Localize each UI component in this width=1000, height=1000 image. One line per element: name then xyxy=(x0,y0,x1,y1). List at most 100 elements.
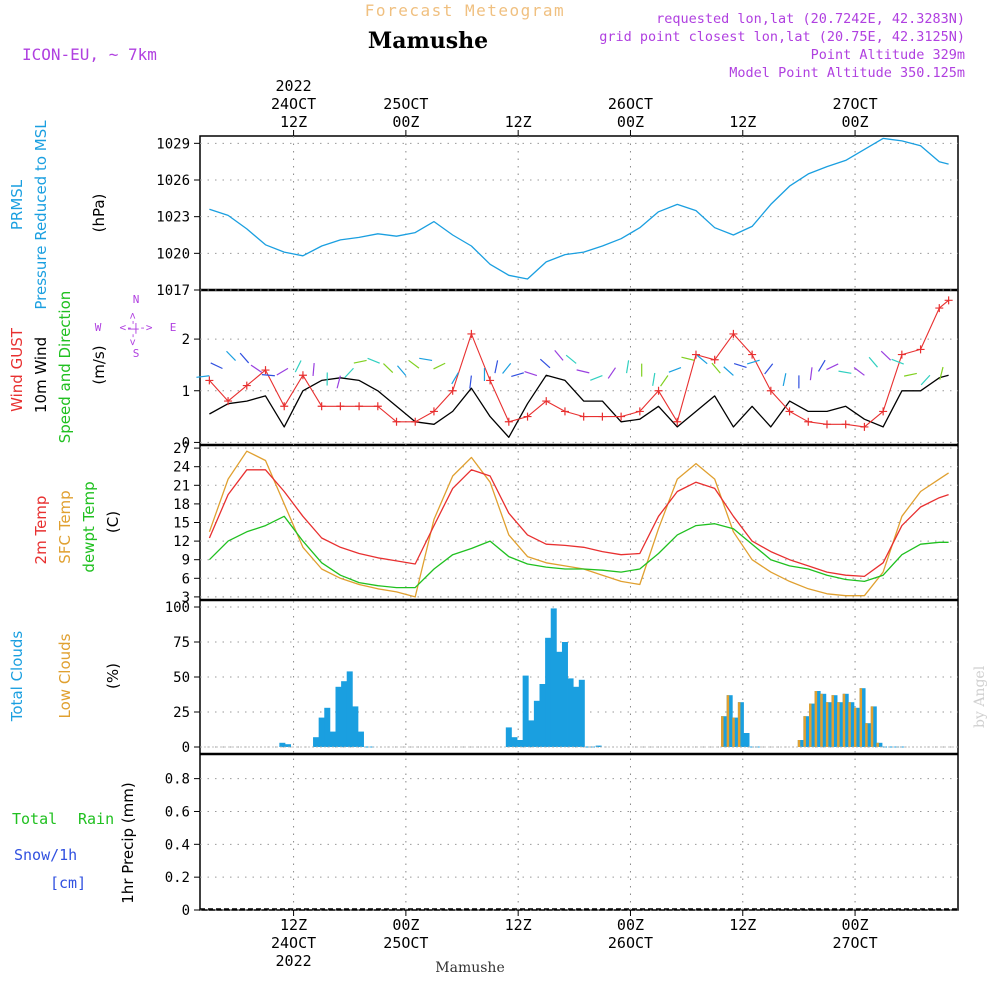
wind-direction-arrow xyxy=(809,367,813,381)
wind-direction-arrow xyxy=(312,362,315,377)
total-cloud-bar xyxy=(876,742,883,747)
total-cloud-bar xyxy=(859,688,866,747)
wind-direction-arrow xyxy=(681,356,695,361)
compass-h: <-|-> xyxy=(119,321,152,334)
info-line: requested lon,lat (20.7242E, 42.3283N) xyxy=(656,11,965,27)
compass-n: N xyxy=(133,293,140,306)
precip-tick-label: 0.8 xyxy=(165,772,190,788)
wind-direction-arrow xyxy=(511,372,524,377)
precip-label-rain: Rain xyxy=(78,810,114,828)
gust-marker xyxy=(860,422,869,431)
total-cloud-bar xyxy=(335,686,342,747)
time-label-top: 00Z xyxy=(392,113,419,131)
temp-dewpt-line xyxy=(208,515,949,589)
gust-marker xyxy=(879,407,888,416)
total-cloud-bar xyxy=(357,731,364,747)
wind-direction-arrow xyxy=(853,366,865,376)
gust-marker xyxy=(317,402,326,411)
temperature-tick-label: 6 xyxy=(182,571,190,587)
total-cloud-bar xyxy=(809,703,816,747)
total-cloud-bar xyxy=(595,745,602,747)
total-cloud-bar xyxy=(318,717,325,747)
gust-marker xyxy=(748,350,757,359)
temperature-tick-label: 18 xyxy=(173,497,190,513)
total-cloud-bar xyxy=(573,686,580,747)
total-cloud-bar xyxy=(511,737,518,747)
time-label-bottom: 00Z xyxy=(392,916,419,934)
wind-direction-arrow xyxy=(826,363,839,371)
time-label-top: 27OCT xyxy=(832,95,877,113)
gust-marker xyxy=(298,371,307,380)
total-cloud-bar xyxy=(803,716,810,747)
gust-marker xyxy=(935,304,944,313)
wind-direction-arrow xyxy=(920,374,931,386)
wind-label-gust: Wind GUST xyxy=(8,327,26,412)
pressure-tick-label: 1020 xyxy=(156,246,190,262)
wind-direction-arrow xyxy=(880,350,892,361)
temp-label-dewpt: dewpt Temp xyxy=(80,481,98,572)
gust-marker xyxy=(355,402,364,411)
time-label-top: 25OCT xyxy=(383,95,428,113)
pressure-tick-label: 1026 xyxy=(156,173,190,189)
gust-marker xyxy=(710,355,719,364)
time-label-bottom: 00Z xyxy=(842,916,869,934)
gust-marker xyxy=(467,329,476,338)
wind-direction-arrow xyxy=(226,350,236,361)
total-cloud-bar xyxy=(279,742,286,747)
low-cloud-bar xyxy=(809,703,812,747)
gust-marker xyxy=(542,397,551,406)
precip-tick-label: 0.4 xyxy=(165,837,190,853)
total-cloud-bar xyxy=(341,681,348,747)
low-cloud-bar xyxy=(848,702,851,747)
total-cloud-bar xyxy=(539,684,546,747)
time-label-bottom: 12Z xyxy=(729,916,756,934)
precip-label-unit: 1hr Precip (mm) xyxy=(119,782,137,903)
wind-direction-arrow xyxy=(261,374,275,377)
gust-marker xyxy=(804,417,813,426)
gust-marker xyxy=(766,386,775,395)
title-top: Forecast Meteogram xyxy=(365,1,565,20)
gust-marker xyxy=(916,345,925,354)
temperature-tick-label: 15 xyxy=(173,516,190,532)
clouds-label-unit: (%) xyxy=(104,663,122,689)
total-cloud-bar xyxy=(842,693,849,747)
total-cloud-bar xyxy=(837,702,844,747)
wind-label-speed-dir: Speed and Direction xyxy=(56,291,74,444)
low-cloud-bar xyxy=(853,707,857,747)
gust-marker xyxy=(205,376,214,385)
total-cloud-bar xyxy=(726,695,733,747)
low-cloud-bar xyxy=(737,702,741,747)
gust-marker xyxy=(523,412,532,421)
total-cloud-bar xyxy=(352,706,359,747)
wind-direction-arrow xyxy=(782,373,787,387)
wind-direction-arrow xyxy=(746,359,760,365)
low-cloud-bar xyxy=(820,693,823,747)
time-label-bottom: 12Z xyxy=(505,916,532,934)
wind-direction-arrow xyxy=(239,352,250,364)
wind-label-unit: (m/s) xyxy=(90,345,108,384)
temperature-tick-label: 3 xyxy=(182,590,190,606)
total-cloud-bar xyxy=(522,675,529,747)
wind-direction-arrow xyxy=(903,372,917,377)
total-cloud-bar xyxy=(324,707,331,747)
gust-marker xyxy=(504,417,513,426)
wind-direction-arrow xyxy=(868,356,878,368)
gust-marker xyxy=(242,381,251,390)
wind-direction-arrow xyxy=(590,374,603,381)
wind-direction-arrow xyxy=(838,370,852,374)
wind-direction-arrow xyxy=(524,371,538,377)
compass-s: S xyxy=(133,347,140,360)
wind-direction-arrow xyxy=(565,354,577,364)
pressure-tick-label: 1017 xyxy=(156,283,190,299)
pressure-tick-label: 1029 xyxy=(156,136,190,152)
wind-direction-arrow xyxy=(433,362,446,370)
gust-marker xyxy=(841,420,850,429)
gust-marker xyxy=(598,412,607,421)
temp-label-unit: (C) xyxy=(104,511,122,533)
time-label-top: 12Z xyxy=(729,113,756,131)
gust-marker xyxy=(373,402,382,411)
clouds-tick-label: 50 xyxy=(173,670,190,686)
low-cloud-bar xyxy=(726,695,730,747)
temperature-tick-label: 27 xyxy=(173,441,190,457)
low-cloud-bar xyxy=(825,702,829,747)
